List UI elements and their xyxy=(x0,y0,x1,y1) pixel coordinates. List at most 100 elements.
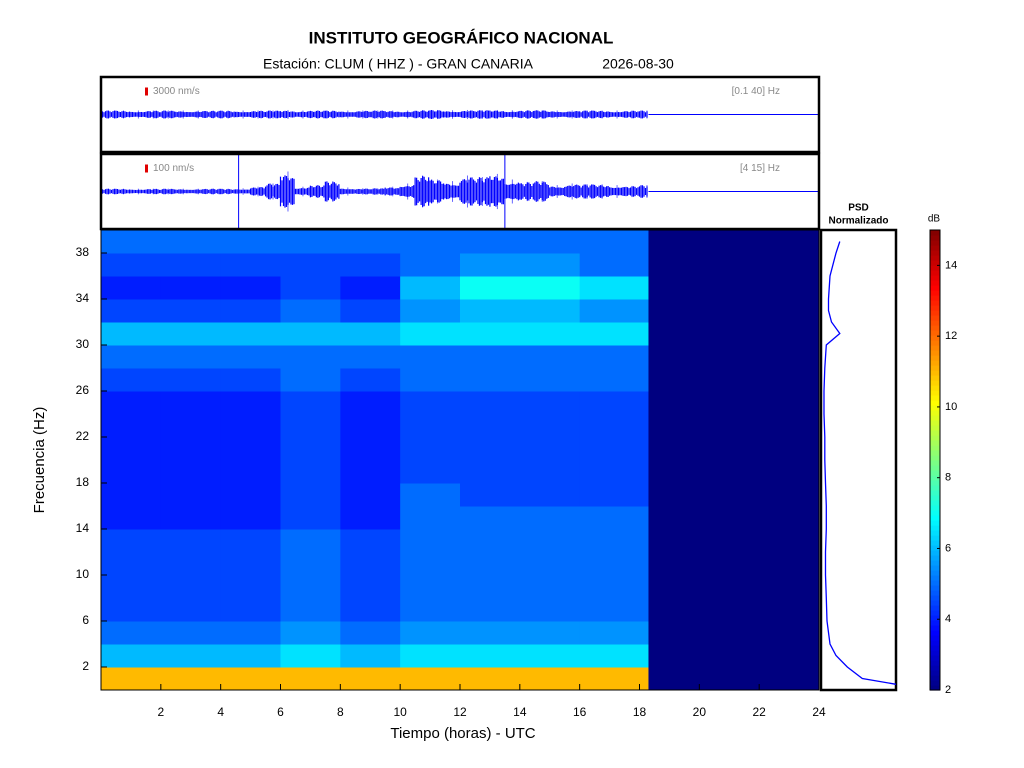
colorbar-swatch xyxy=(930,405,940,411)
heatmap-cell xyxy=(280,598,341,622)
heatmap-cell xyxy=(460,667,521,691)
colorbar-swatch xyxy=(930,530,940,536)
colorbar-swatch xyxy=(930,465,940,471)
heatmap-cell xyxy=(101,529,162,553)
colorbar-swatch xyxy=(930,440,940,446)
heatmap-cell xyxy=(220,621,281,645)
heatmap-cell xyxy=(101,621,162,645)
heatmap-cell xyxy=(340,460,401,484)
colorbar-swatch xyxy=(930,365,940,371)
heatmap-cell xyxy=(160,598,222,622)
colorbar-swatch xyxy=(930,250,940,256)
colorbar-tick-label: 6 xyxy=(945,542,951,554)
heatmap-cell xyxy=(400,506,461,530)
heatmap-cell xyxy=(340,391,401,415)
heatmap-cell xyxy=(648,299,820,323)
heatmap-cell xyxy=(280,644,341,668)
heatmap-cell xyxy=(648,391,820,415)
heatmap-cell xyxy=(280,391,341,415)
heatmap-cell xyxy=(648,575,820,599)
colorbar-swatch xyxy=(930,525,940,531)
heatmap-cell xyxy=(220,391,281,415)
heatmap-cell xyxy=(400,598,461,622)
colorbar-swatch xyxy=(930,565,940,571)
heatmap-cell xyxy=(648,253,820,277)
heatmap-cell xyxy=(648,552,820,576)
colorbar-swatch xyxy=(930,240,940,246)
heatmap-cell xyxy=(579,276,649,300)
colorbar-swatch xyxy=(930,275,940,281)
colorbar-swatch xyxy=(930,310,940,316)
heatmap-cell xyxy=(579,621,649,645)
heatmap-cell xyxy=(519,345,581,369)
x-tick-label: 2 xyxy=(157,705,164,719)
colorbar-swatch xyxy=(930,285,940,291)
colorbar-swatch xyxy=(930,605,940,611)
colorbar-swatch xyxy=(930,345,940,351)
heatmap-cell xyxy=(648,644,820,668)
heatmap-cell xyxy=(220,575,281,599)
heatmap-cell xyxy=(648,322,820,346)
heatmap-cell xyxy=(579,529,649,553)
heatmap-cell xyxy=(460,253,521,277)
heatmap-cell xyxy=(280,483,341,507)
colorbar-swatch xyxy=(930,330,940,336)
x-axis-label: Tiempo (horas) - UTC xyxy=(390,725,535,742)
heatmap-cell xyxy=(220,483,281,507)
heatmap-cell xyxy=(340,644,401,668)
colorbar-swatch xyxy=(930,415,940,421)
heatmap-cell xyxy=(280,552,341,576)
heatmap-cell xyxy=(460,276,521,300)
colorbar-swatch xyxy=(930,470,940,476)
colorbar-tick-label: 2 xyxy=(945,684,951,696)
heatmap-cell xyxy=(340,276,401,300)
heatmap-cell xyxy=(280,460,341,484)
heatmap-cell xyxy=(160,437,222,461)
heatmap-cell xyxy=(648,414,820,438)
heatmap-cell xyxy=(340,414,401,438)
colorbar-swatch xyxy=(930,430,940,436)
colorbar-swatch xyxy=(930,295,940,301)
heatmap-cell xyxy=(340,230,401,254)
y-tick-label: 10 xyxy=(76,567,90,581)
colorbar-swatch xyxy=(930,665,940,671)
heatmap-cell xyxy=(220,322,281,346)
heatmap-cell xyxy=(340,552,401,576)
heatmap-cell xyxy=(101,414,162,438)
heatmap-cell xyxy=(101,460,162,484)
heatmap-cell xyxy=(101,644,162,668)
colorbar-swatch xyxy=(930,305,940,311)
y-tick-label: 26 xyxy=(76,383,90,397)
heatmap-cell xyxy=(280,575,341,599)
band-label: [0.1 40] Hz xyxy=(732,86,780,97)
heatmap-cell xyxy=(579,345,649,369)
colorbar-swatch xyxy=(930,675,940,681)
scale-label: 3000 nm/s xyxy=(153,86,200,97)
heatmap-cell xyxy=(220,552,281,576)
y-axis-label: Frecuencia (Hz) xyxy=(31,407,48,514)
colorbar-swatch xyxy=(930,580,940,586)
heatmap-cell xyxy=(400,230,461,254)
heatmap-cell xyxy=(280,529,341,553)
heatmap-cell xyxy=(220,230,281,254)
colorbar-swatch xyxy=(930,495,940,501)
heatmap-cell xyxy=(400,437,461,461)
heatmap-cell xyxy=(400,276,461,300)
heatmap-cell xyxy=(101,276,162,300)
y-tick-label: 22 xyxy=(76,429,90,443)
heatmap-cell xyxy=(400,368,461,392)
heatmap-cell xyxy=(460,230,521,254)
heatmap-cell xyxy=(340,368,401,392)
heatmap-cell xyxy=(160,552,222,576)
y-tick-label: 2 xyxy=(82,659,89,673)
heatmap-cell xyxy=(340,667,401,691)
colorbar-swatch xyxy=(930,420,940,426)
heatmap-cell xyxy=(101,552,162,576)
x-tick-label: 20 xyxy=(693,705,707,719)
colorbar-swatch xyxy=(930,610,940,616)
colorbar-swatch xyxy=(930,520,940,526)
colorbar-swatch xyxy=(930,395,940,401)
heatmap-cell xyxy=(160,368,222,392)
colorbar-swatch xyxy=(930,515,940,521)
